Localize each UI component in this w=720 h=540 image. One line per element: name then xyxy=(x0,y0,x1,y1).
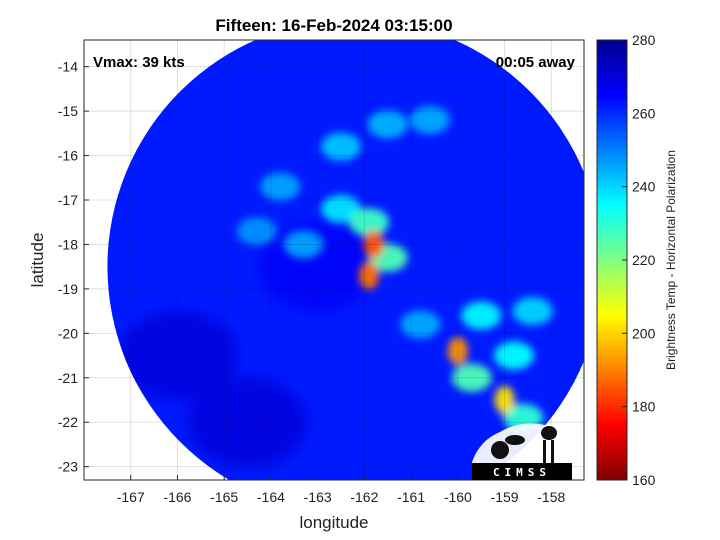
convection-feature xyxy=(409,106,450,134)
x-tick-label: -160 xyxy=(444,489,472,505)
y-tick-label: -21 xyxy=(58,370,78,386)
convection-feature xyxy=(363,230,384,259)
cimss-logo: CIMSS xyxy=(472,423,572,480)
convection-feature xyxy=(512,297,553,326)
colorbar-ticks: 280 260 240 220 200 180 160 xyxy=(622,32,656,488)
x-tick-label: -164 xyxy=(257,489,285,505)
x-axis-label: longitude xyxy=(299,513,368,532)
convection-feature xyxy=(400,310,441,339)
convection-feature xyxy=(451,363,492,392)
convection-feature xyxy=(493,341,534,370)
y-tick-label: -23 xyxy=(58,459,78,475)
swath-disk xyxy=(107,40,584,480)
x-axis-ticks: -167 -166 -165 -164 -163 -162 -161 -160 -159 -158 xyxy=(117,475,566,505)
colorbar-label: Brightness Temp - Horizontal Polarizatio… xyxy=(664,150,678,370)
colorbar-tick-label: 180 xyxy=(632,399,656,415)
vmax-annotation: Vmax: 39 kts xyxy=(93,54,185,71)
y-tick-label: -19 xyxy=(58,281,78,297)
cold-ocean-region xyxy=(117,310,238,401)
colorbar-tick-label: 160 xyxy=(632,472,656,488)
x-tick-label: -162 xyxy=(350,489,378,505)
x-tick-label: -158 xyxy=(537,489,565,505)
convection-feature xyxy=(236,217,277,246)
convection-feature xyxy=(359,261,380,290)
plot-area xyxy=(84,40,584,480)
y-axis-label: latitude xyxy=(28,233,47,288)
convection-feature xyxy=(461,301,502,330)
convection-feature xyxy=(283,230,324,259)
axes-frame xyxy=(83,39,585,481)
y-tick-label: -20 xyxy=(58,325,78,341)
convection-feature xyxy=(447,337,468,366)
colorbar-tick-label: 280 xyxy=(632,32,656,48)
colorbar-tick-label: 260 xyxy=(632,105,656,121)
convection-feature xyxy=(494,386,515,414)
colorbar-tick-label: 220 xyxy=(632,252,656,268)
chart-title: Fifteen: 16-Feb-2024 03:15:00 xyxy=(215,16,452,35)
time-away-annotation: 00:05 away xyxy=(496,54,576,71)
x-tick-label: -165 xyxy=(210,489,238,505)
x-tick-label: -163 xyxy=(304,489,332,505)
y-tick-label: -16 xyxy=(58,148,78,164)
x-tick-label: -161 xyxy=(397,489,425,505)
colorbar-tick-label: 200 xyxy=(632,325,656,341)
y-axis-ticks: -14 -15 -16 -17 -18 -19 -20 -21 -22 -23 xyxy=(58,59,89,475)
convection-feature xyxy=(367,110,408,139)
convection-feature xyxy=(260,172,301,201)
convection-feature xyxy=(321,132,362,161)
y-tick-label: -18 xyxy=(58,236,78,252)
x-tick-label: -167 xyxy=(117,489,145,505)
logo-text: CIMSS xyxy=(493,466,551,479)
convection-feature xyxy=(321,194,362,223)
colorbar-tick-label: 240 xyxy=(632,179,656,195)
y-tick-label: -15 xyxy=(58,103,78,119)
cold-ocean-region xyxy=(187,377,308,468)
colorbar: 280 260 240 220 200 180 160 Brightness Temp - … xyxy=(596,32,678,488)
y-tick-label: -14 xyxy=(58,59,78,75)
convection-feature xyxy=(349,208,390,237)
x-tick-label: -166 xyxy=(163,489,191,505)
y-tick-label: -17 xyxy=(58,192,78,208)
y-tick-label: -22 xyxy=(58,414,78,430)
x-tick-label: -159 xyxy=(491,489,519,505)
